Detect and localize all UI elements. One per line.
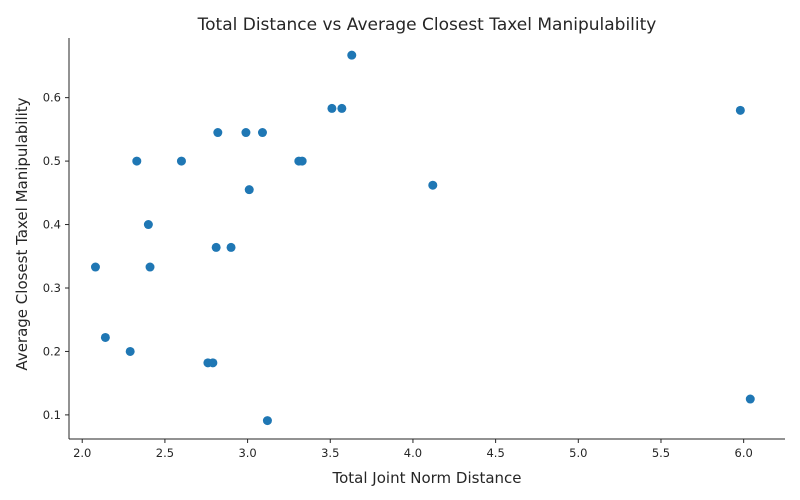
data-point xyxy=(143,220,153,230)
data-point xyxy=(337,103,347,113)
data-point xyxy=(100,332,110,342)
data-point xyxy=(745,394,755,404)
x-tick-label: 5.0 xyxy=(569,446,587,460)
x-ticks: 2.0 2.5 3.0 3.5 4.0 4.5 5.0 5.5 6.0 xyxy=(73,439,753,460)
data-point xyxy=(208,358,218,368)
x-tick-label: 3.5 xyxy=(321,446,339,460)
y-tick-label: 0.6 xyxy=(43,91,61,105)
x-tick-label: 4.0 xyxy=(404,446,422,460)
data-point xyxy=(428,180,438,190)
data-point xyxy=(125,346,135,356)
y-tick-label: 0.4 xyxy=(43,218,61,232)
data-point xyxy=(213,128,223,138)
data-point xyxy=(226,242,236,252)
data-point xyxy=(244,185,254,195)
data-point xyxy=(132,156,142,166)
x-tick-label: 5.5 xyxy=(652,446,670,460)
x-tick-label: 2.0 xyxy=(73,446,91,460)
y-tick-label: 0.2 xyxy=(43,344,61,358)
data-points xyxy=(90,50,755,426)
x-tick-label: 2.5 xyxy=(156,446,174,460)
chart-title: Total Distance vs Average Closest Taxel … xyxy=(197,15,657,35)
data-point xyxy=(735,105,745,115)
x-tick-label: 3.0 xyxy=(238,446,256,460)
data-point xyxy=(145,262,155,272)
data-point xyxy=(257,128,267,138)
x-axis-label: Total Joint Norm Distance xyxy=(332,469,522,487)
y-tick-label: 0.1 xyxy=(43,408,61,422)
y-tick-label: 0.3 xyxy=(43,281,61,295)
x-tick-label: 4.5 xyxy=(486,446,504,460)
x-tick-label: 6.0 xyxy=(735,446,753,460)
data-point xyxy=(241,128,251,138)
y-axis-label: Average Closest Taxel Manipulability xyxy=(13,97,31,370)
data-point xyxy=(297,156,307,166)
data-point xyxy=(347,50,357,60)
data-point xyxy=(262,416,272,426)
data-point xyxy=(176,156,186,166)
y-tick-label: 0.5 xyxy=(43,154,61,168)
data-point xyxy=(90,262,100,272)
y-ticks: 0.1 0.2 0.3 0.4 0.5 0.6 xyxy=(43,91,69,422)
data-point xyxy=(327,103,337,113)
data-point xyxy=(211,242,221,252)
